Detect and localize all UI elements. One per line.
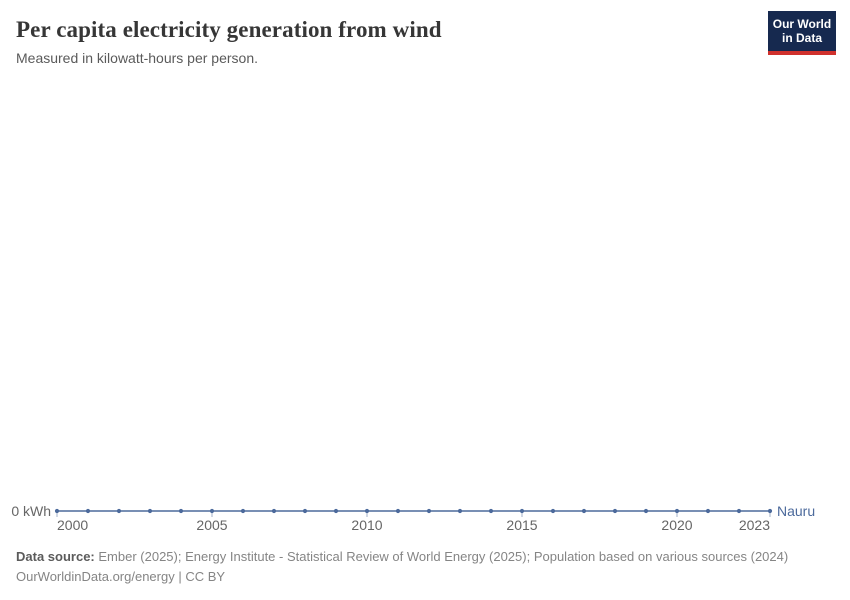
data-point[interactable] bbox=[705, 508, 711, 514]
chart-footer: Data source: Ember (2025); Energy Instit… bbox=[16, 547, 834, 587]
line-chart-svg: 2000 2005 2010 2015 2020 2023 0 kWh Nauru bbox=[11, 503, 815, 533]
data-source-line: Data source: Ember (2025); Energy Instit… bbox=[16, 547, 834, 567]
data-point[interactable] bbox=[333, 508, 339, 514]
x-axis-tick-label: 2023 bbox=[739, 517, 770, 533]
x-axis-tick-label: 2015 bbox=[506, 517, 537, 533]
license-line: OurWorldinData.org/energy | CC BY bbox=[16, 569, 226, 584]
data-point[interactable] bbox=[736, 508, 742, 514]
y-axis-tick-label: 0 kWh bbox=[11, 503, 51, 519]
entity-label[interactable]: Nauru bbox=[777, 503, 815, 519]
data-point[interactable] bbox=[85, 508, 91, 514]
data-point[interactable] bbox=[54, 508, 60, 514]
data-point[interactable] bbox=[395, 508, 401, 514]
data-point[interactable] bbox=[209, 508, 215, 514]
data-point[interactable] bbox=[674, 508, 680, 514]
data-point[interactable] bbox=[488, 508, 494, 514]
data-point[interactable] bbox=[240, 508, 246, 514]
data-point[interactable] bbox=[643, 508, 649, 514]
chart-header: Per capita electricity generation from w… bbox=[16, 16, 754, 67]
owid-logo-line2: in Data bbox=[781, 31, 822, 45]
chart-title: Per capita electricity generation from w… bbox=[16, 17, 442, 42]
data-point[interactable] bbox=[116, 508, 122, 514]
chart-subtitle: Measured in kilowatt-hours per person. bbox=[16, 50, 259, 66]
data-source-label: Data source: bbox=[16, 549, 95, 564]
data-point[interactable] bbox=[550, 508, 556, 514]
x-axis-tick-label: 2005 bbox=[196, 517, 227, 533]
data-source-text: Ember (2025); Energy Institute - Statist… bbox=[98, 549, 789, 564]
data-point[interactable] bbox=[767, 508, 773, 514]
data-point[interactable] bbox=[426, 508, 432, 514]
x-axis-tick-label: 2010 bbox=[351, 517, 382, 533]
data-point[interactable] bbox=[271, 508, 277, 514]
x-axis-tick-label: 2020 bbox=[661, 517, 692, 533]
data-point[interactable] bbox=[147, 508, 153, 514]
data-point[interactable] bbox=[612, 508, 618, 514]
owid-logo-line1: Our World bbox=[772, 17, 832, 31]
data-point[interactable] bbox=[457, 508, 463, 514]
data-point[interactable] bbox=[519, 508, 525, 514]
x-axis-tick-label: 2000 bbox=[57, 517, 88, 533]
data-point[interactable] bbox=[178, 508, 184, 514]
data-point[interactable] bbox=[581, 508, 587, 514]
owid-logo[interactable]: Our World in Data bbox=[768, 11, 836, 55]
data-point[interactable] bbox=[364, 508, 370, 514]
data-point[interactable] bbox=[302, 508, 308, 514]
